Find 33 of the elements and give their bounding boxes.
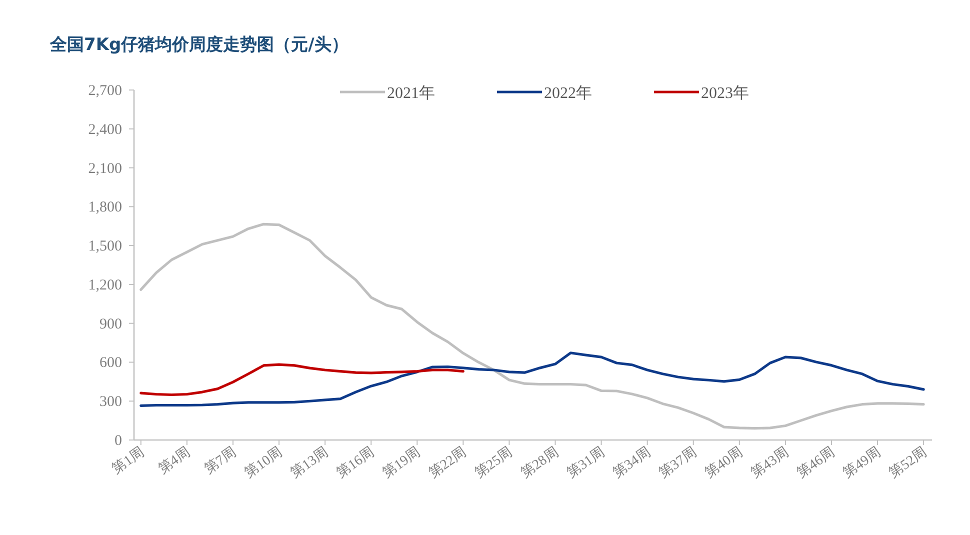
x-tick-label: 第4周 bbox=[155, 444, 194, 478]
line-series bbox=[140, 363, 464, 396]
x-tick-label: 第10周 bbox=[242, 444, 286, 482]
x-tick-label: 第31周 bbox=[564, 444, 608, 482]
x-tick-label: 第49周 bbox=[840, 444, 884, 482]
line-series bbox=[140, 352, 925, 407]
x-tick-label: 第25周 bbox=[472, 444, 516, 482]
x-tick-label: 第46周 bbox=[794, 444, 838, 482]
legend-label: 2022年 bbox=[544, 85, 592, 102]
y-tick-label: 1,500 bbox=[88, 238, 122, 255]
legend-label: 2023年 bbox=[701, 85, 749, 102]
y-tick-label: 1,200 bbox=[88, 277, 122, 294]
x-tick-label: 第52周 bbox=[886, 444, 930, 482]
y-tick-label: 2,700 bbox=[88, 83, 122, 99]
x-tick-label: 第7周 bbox=[201, 444, 240, 478]
line-series bbox=[140, 222, 925, 430]
x-tick-label: 第13周 bbox=[288, 444, 332, 482]
x-tick-label: 第16周 bbox=[334, 444, 378, 482]
x-tick-label: 第34周 bbox=[610, 444, 654, 482]
chart-title: 全国7Kg仔猪均价周度走势图（元/头） bbox=[49, 35, 348, 55]
y-tick-label: 600 bbox=[100, 355, 122, 372]
x-tick-label: 第19周 bbox=[380, 444, 424, 482]
x-tick-label: 第28周 bbox=[518, 444, 562, 482]
x-tick-label: 第37周 bbox=[656, 444, 700, 482]
y-tick-label: 2,100 bbox=[88, 160, 122, 177]
y-tick-label: 1,800 bbox=[88, 200, 122, 216]
y-tick-label: 2,400 bbox=[88, 122, 122, 138]
x-tick-label: 第43周 bbox=[748, 444, 792, 482]
x-tick-label: 第40周 bbox=[702, 444, 746, 482]
y-tick-label: 300 bbox=[100, 394, 122, 410]
y-tick-label: 900 bbox=[100, 316, 122, 332]
legend-label: 2021年 bbox=[387, 85, 435, 102]
x-tick-label: 第22周 bbox=[426, 444, 470, 482]
